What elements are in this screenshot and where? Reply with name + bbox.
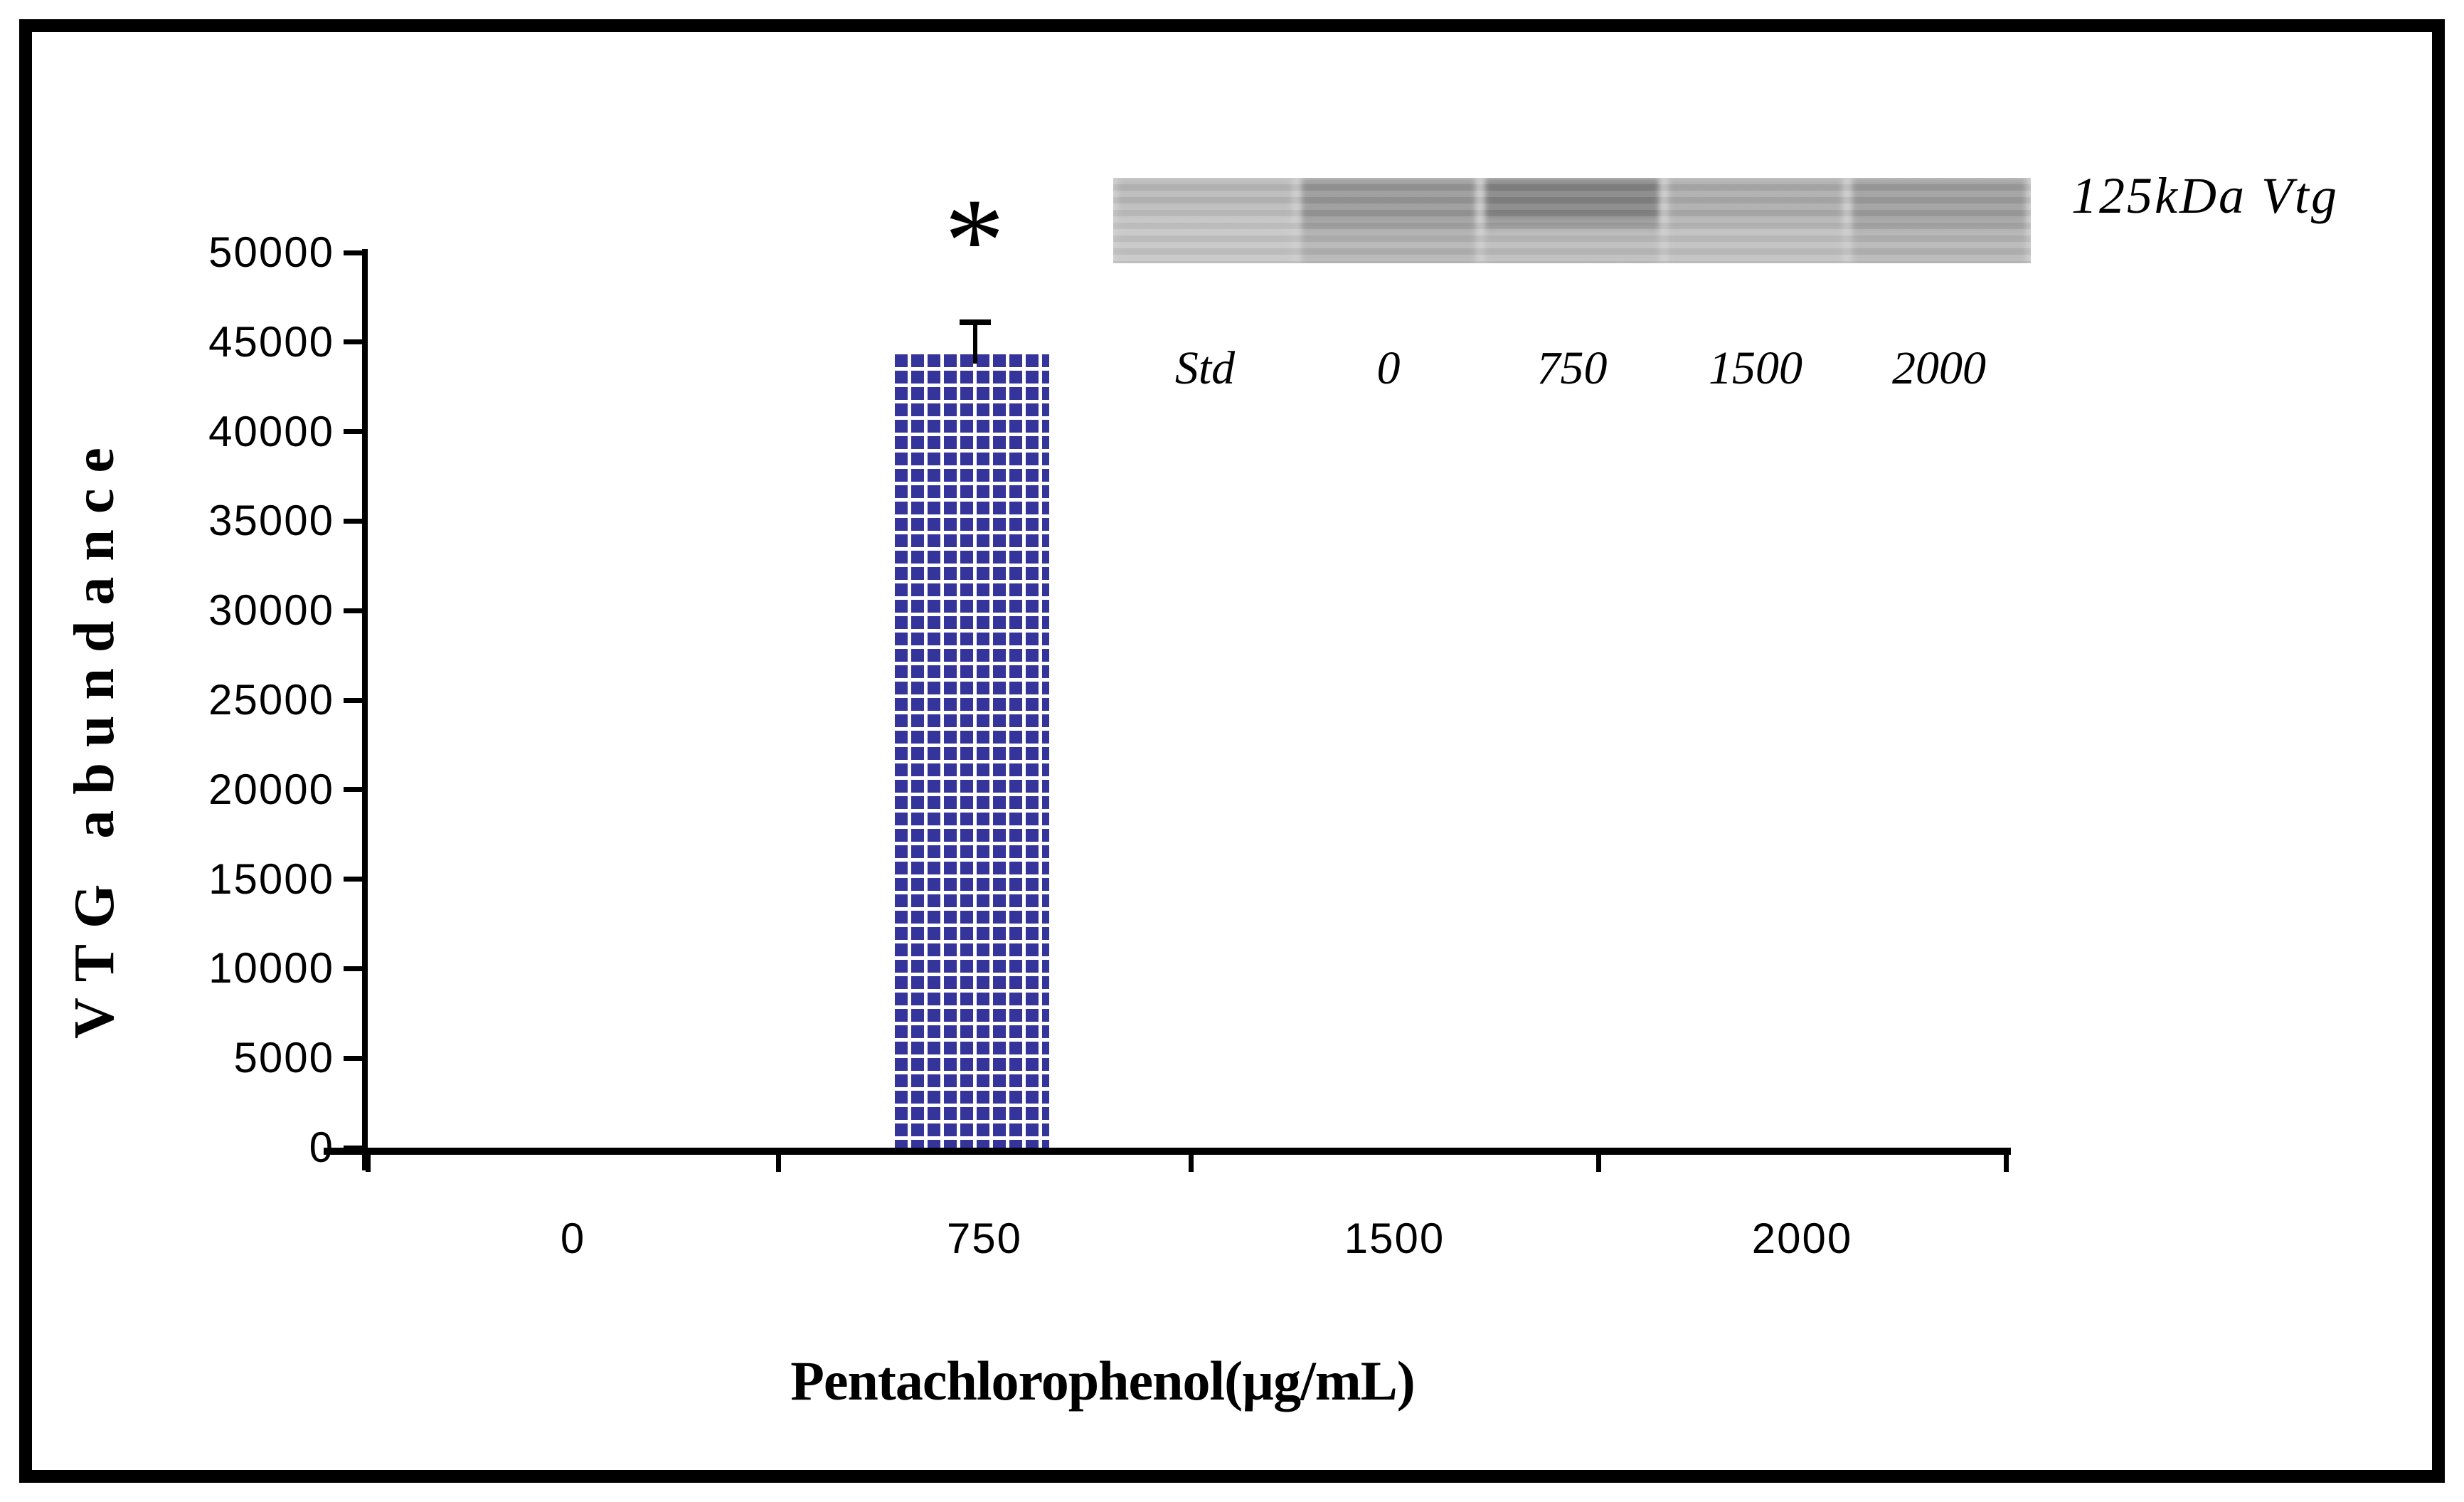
significance-asterisk: * (944, 174, 1005, 307)
x-axis-tick (775, 1151, 781, 1172)
x-axis-tick (1188, 1151, 1194, 1172)
y-axis-tick (344, 966, 365, 971)
error-bar-cap (960, 319, 991, 326)
y-tick-label: 30000 (208, 586, 334, 635)
gel-lane (1118, 178, 1292, 263)
x-axis-title: Pentachlorophenol(µg/mL) (790, 1350, 1416, 1412)
y-tick-label: 50000 (208, 228, 334, 276)
y-tick-label: 40000 (208, 407, 334, 455)
y-axis-tick (344, 429, 365, 435)
bar (891, 351, 1049, 1148)
y-axis-tick (344, 877, 365, 882)
y-axis-tick (344, 1145, 365, 1151)
gel-streaks (1113, 178, 2031, 263)
x-axis-tick (2003, 1151, 2009, 1172)
gel-lane-label: 0 (1376, 342, 1401, 394)
y-axis-tick (344, 787, 365, 793)
y-axis-tick (344, 339, 365, 345)
gel-lanes (1113, 178, 2031, 263)
y-tick-label: 25000 (208, 676, 334, 724)
gel-lane-label: Std (1174, 342, 1236, 394)
gel-lane (1852, 178, 2026, 263)
y-axis-line (362, 249, 368, 1170)
y-axis-tick (344, 250, 365, 255)
y-axis-tick (344, 1055, 365, 1061)
y-axis-tick (344, 518, 365, 524)
x-tick-label: 2000 (1751, 1215, 1853, 1262)
y-axis-tick (344, 608, 365, 613)
gel-lane (1485, 178, 1659, 263)
x-axis-line (324, 1148, 2011, 1155)
western-blot-image (1113, 178, 2031, 263)
y-tick-label: 5000 (233, 1034, 334, 1082)
x-axis-tick (1595, 1151, 1601, 1172)
gel-lane-label: 2000 (1892, 342, 1986, 394)
gel-lane-label: 1500 (1709, 342, 1802, 394)
x-tick-label: 750 (946, 1215, 1023, 1262)
y-tick-label: 35000 (208, 497, 334, 545)
figure-border (19, 19, 2445, 1483)
gel-lane-label: 750 (1536, 342, 1608, 394)
y-axis-tick (344, 697, 365, 703)
x-axis-tick (365, 1151, 371, 1172)
error-bar-line (973, 325, 977, 364)
y-tick-label: 15000 (208, 855, 334, 903)
x-tick-label: 1500 (1344, 1215, 1445, 1262)
x-tick-label: 0 (560, 1215, 586, 1262)
y-tick-label: 10000 (208, 944, 334, 993)
gel-lane (1302, 178, 1475, 263)
y-tick-label: 0 (309, 1123, 334, 1171)
y-tick-label: 45000 (208, 317, 334, 366)
y-tick-label: 20000 (208, 765, 334, 813)
band-size-label: 125kDa Vtg (2071, 167, 2339, 224)
gel-lane (1669, 178, 1842, 263)
